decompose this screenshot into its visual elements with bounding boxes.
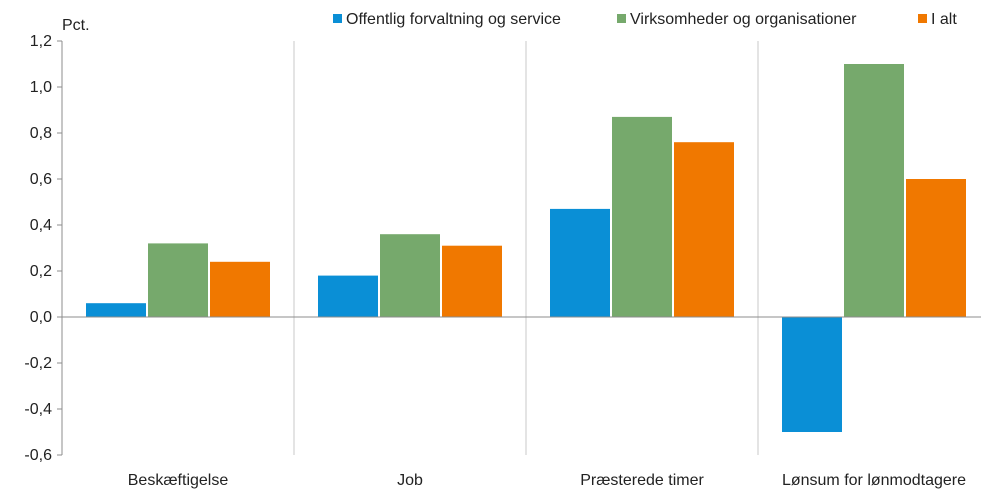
legend-swatch <box>617 14 626 23</box>
legend: Offentlig forvaltning og service Virksomh… <box>333 11 957 28</box>
legend-label: I alt <box>931 11 957 28</box>
y-tick-label: 0,0 <box>30 309 52 326</box>
legend-swatch <box>333 14 342 23</box>
bar <box>210 261 270 317</box>
x-tick-label: Job <box>397 472 423 489</box>
x-tick-label: Lønsum for lønmodtagere <box>782 472 966 489</box>
bar <box>380 234 440 317</box>
y-tick-label: 0,8 <box>30 125 52 142</box>
bar <box>612 116 672 318</box>
x-tick-label: Beskæftigelse <box>128 472 229 489</box>
y-tick-label: -0,6 <box>24 447 52 464</box>
bar <box>148 243 208 317</box>
bar <box>550 208 610 317</box>
y-axis: 1,2 1,0 0,8 0,6 0,4 0,2 0,0 -0,2 -0,4 -0,6 <box>24 33 63 464</box>
y-tick-label: 0,4 <box>30 217 52 234</box>
y-tick-label: 0,6 <box>30 171 52 188</box>
bar <box>782 317 842 432</box>
x-tick-label: Præsterede timer <box>580 472 704 489</box>
legend-swatch <box>918 14 927 23</box>
bar <box>906 179 966 317</box>
bar <box>318 275 378 317</box>
y-tick-label: -0,4 <box>24 401 52 418</box>
y-tick-label: 1,2 <box>30 33 52 50</box>
bars <box>86 64 966 432</box>
bar <box>442 245 502 317</box>
bar <box>86 303 146 317</box>
y-tick-label: 0,2 <box>30 263 52 280</box>
legend-label: Virksomheder og organisationer <box>630 11 857 28</box>
bar <box>844 64 904 317</box>
legend-label: Offentlig forvaltning og service <box>346 11 561 28</box>
y-tick-label: -0,2 <box>24 355 52 372</box>
y-tick-label: 1,0 <box>30 79 52 96</box>
bar <box>674 142 734 317</box>
category-separators <box>293 41 759 455</box>
y-unit-label: Pct. <box>62 17 90 34</box>
x-axis: Beskæftigelse Job Præsterede timer Lønsum f… <box>62 316 981 489</box>
